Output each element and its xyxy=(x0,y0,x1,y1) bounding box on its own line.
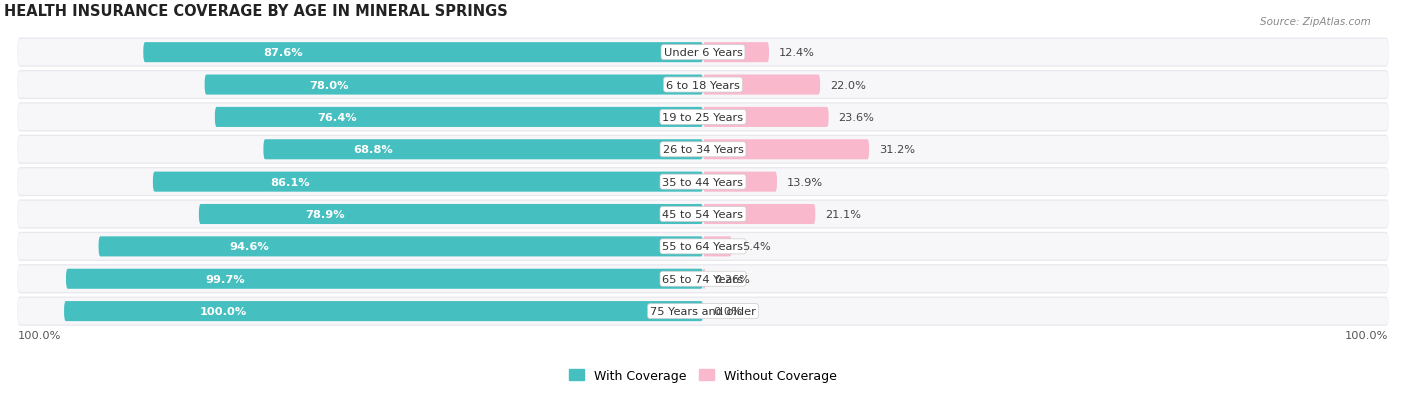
Text: 68.8%: 68.8% xyxy=(353,145,394,155)
Text: 65 to 74 Years: 65 to 74 Years xyxy=(662,274,744,284)
FancyBboxPatch shape xyxy=(263,140,703,160)
Text: 100.0%: 100.0% xyxy=(17,330,60,341)
Text: 78.0%: 78.0% xyxy=(309,81,349,90)
Text: 87.6%: 87.6% xyxy=(263,48,304,58)
Text: 0.26%: 0.26% xyxy=(714,274,751,284)
FancyBboxPatch shape xyxy=(18,169,1388,195)
FancyBboxPatch shape xyxy=(215,108,703,128)
Text: 0.0%: 0.0% xyxy=(713,306,742,316)
FancyBboxPatch shape xyxy=(17,135,1389,164)
FancyBboxPatch shape xyxy=(143,43,703,63)
Text: 55 to 64 Years: 55 to 64 Years xyxy=(662,242,744,252)
FancyBboxPatch shape xyxy=(18,201,1388,228)
FancyBboxPatch shape xyxy=(65,301,703,321)
Text: 12.4%: 12.4% xyxy=(779,48,815,58)
FancyBboxPatch shape xyxy=(703,140,869,160)
FancyBboxPatch shape xyxy=(205,75,703,95)
Text: 23.6%: 23.6% xyxy=(838,113,875,123)
Text: 94.6%: 94.6% xyxy=(229,242,270,252)
FancyBboxPatch shape xyxy=(703,204,815,225)
FancyBboxPatch shape xyxy=(17,200,1389,229)
FancyBboxPatch shape xyxy=(17,265,1389,294)
FancyBboxPatch shape xyxy=(703,43,769,63)
Text: Source: ZipAtlas.com: Source: ZipAtlas.com xyxy=(1260,17,1371,26)
Text: 19 to 25 Years: 19 to 25 Years xyxy=(662,113,744,123)
Legend: With Coverage, Without Coverage: With Coverage, Without Coverage xyxy=(564,364,842,387)
FancyBboxPatch shape xyxy=(17,103,1389,132)
Text: 6 to 18 Years: 6 to 18 Years xyxy=(666,81,740,90)
FancyBboxPatch shape xyxy=(18,298,1388,325)
Text: 35 to 44 Years: 35 to 44 Years xyxy=(662,177,744,187)
Text: 99.7%: 99.7% xyxy=(205,274,245,284)
FancyBboxPatch shape xyxy=(703,269,704,289)
Text: 78.9%: 78.9% xyxy=(305,209,344,219)
FancyBboxPatch shape xyxy=(17,71,1389,100)
Text: 22.0%: 22.0% xyxy=(830,81,866,90)
Text: 100.0%: 100.0% xyxy=(1346,330,1389,341)
FancyBboxPatch shape xyxy=(18,137,1388,163)
Text: 13.9%: 13.9% xyxy=(787,177,823,187)
FancyBboxPatch shape xyxy=(17,297,1389,326)
FancyBboxPatch shape xyxy=(198,204,703,225)
FancyBboxPatch shape xyxy=(17,168,1389,197)
Text: 45 to 54 Years: 45 to 54 Years xyxy=(662,209,744,219)
FancyBboxPatch shape xyxy=(18,233,1388,260)
Text: 76.4%: 76.4% xyxy=(318,113,357,123)
Text: 21.1%: 21.1% xyxy=(825,209,862,219)
FancyBboxPatch shape xyxy=(703,172,778,192)
Text: Under 6 Years: Under 6 Years xyxy=(664,48,742,58)
Text: 86.1%: 86.1% xyxy=(270,177,311,187)
FancyBboxPatch shape xyxy=(703,237,731,257)
Text: HEALTH INSURANCE COVERAGE BY AGE IN MINERAL SPRINGS: HEALTH INSURANCE COVERAGE BY AGE IN MINE… xyxy=(4,4,508,19)
FancyBboxPatch shape xyxy=(17,38,1389,68)
Text: 75 Years and older: 75 Years and older xyxy=(650,306,756,316)
FancyBboxPatch shape xyxy=(153,172,703,192)
FancyBboxPatch shape xyxy=(18,104,1388,131)
FancyBboxPatch shape xyxy=(703,75,820,95)
FancyBboxPatch shape xyxy=(98,237,703,257)
FancyBboxPatch shape xyxy=(18,40,1388,66)
FancyBboxPatch shape xyxy=(18,72,1388,99)
Text: 5.4%: 5.4% xyxy=(742,242,770,252)
Text: 100.0%: 100.0% xyxy=(200,306,247,316)
FancyBboxPatch shape xyxy=(703,108,828,128)
Text: 26 to 34 Years: 26 to 34 Years xyxy=(662,145,744,155)
FancyBboxPatch shape xyxy=(17,232,1389,261)
Text: 31.2%: 31.2% xyxy=(879,145,915,155)
FancyBboxPatch shape xyxy=(18,266,1388,292)
FancyBboxPatch shape xyxy=(66,269,703,289)
